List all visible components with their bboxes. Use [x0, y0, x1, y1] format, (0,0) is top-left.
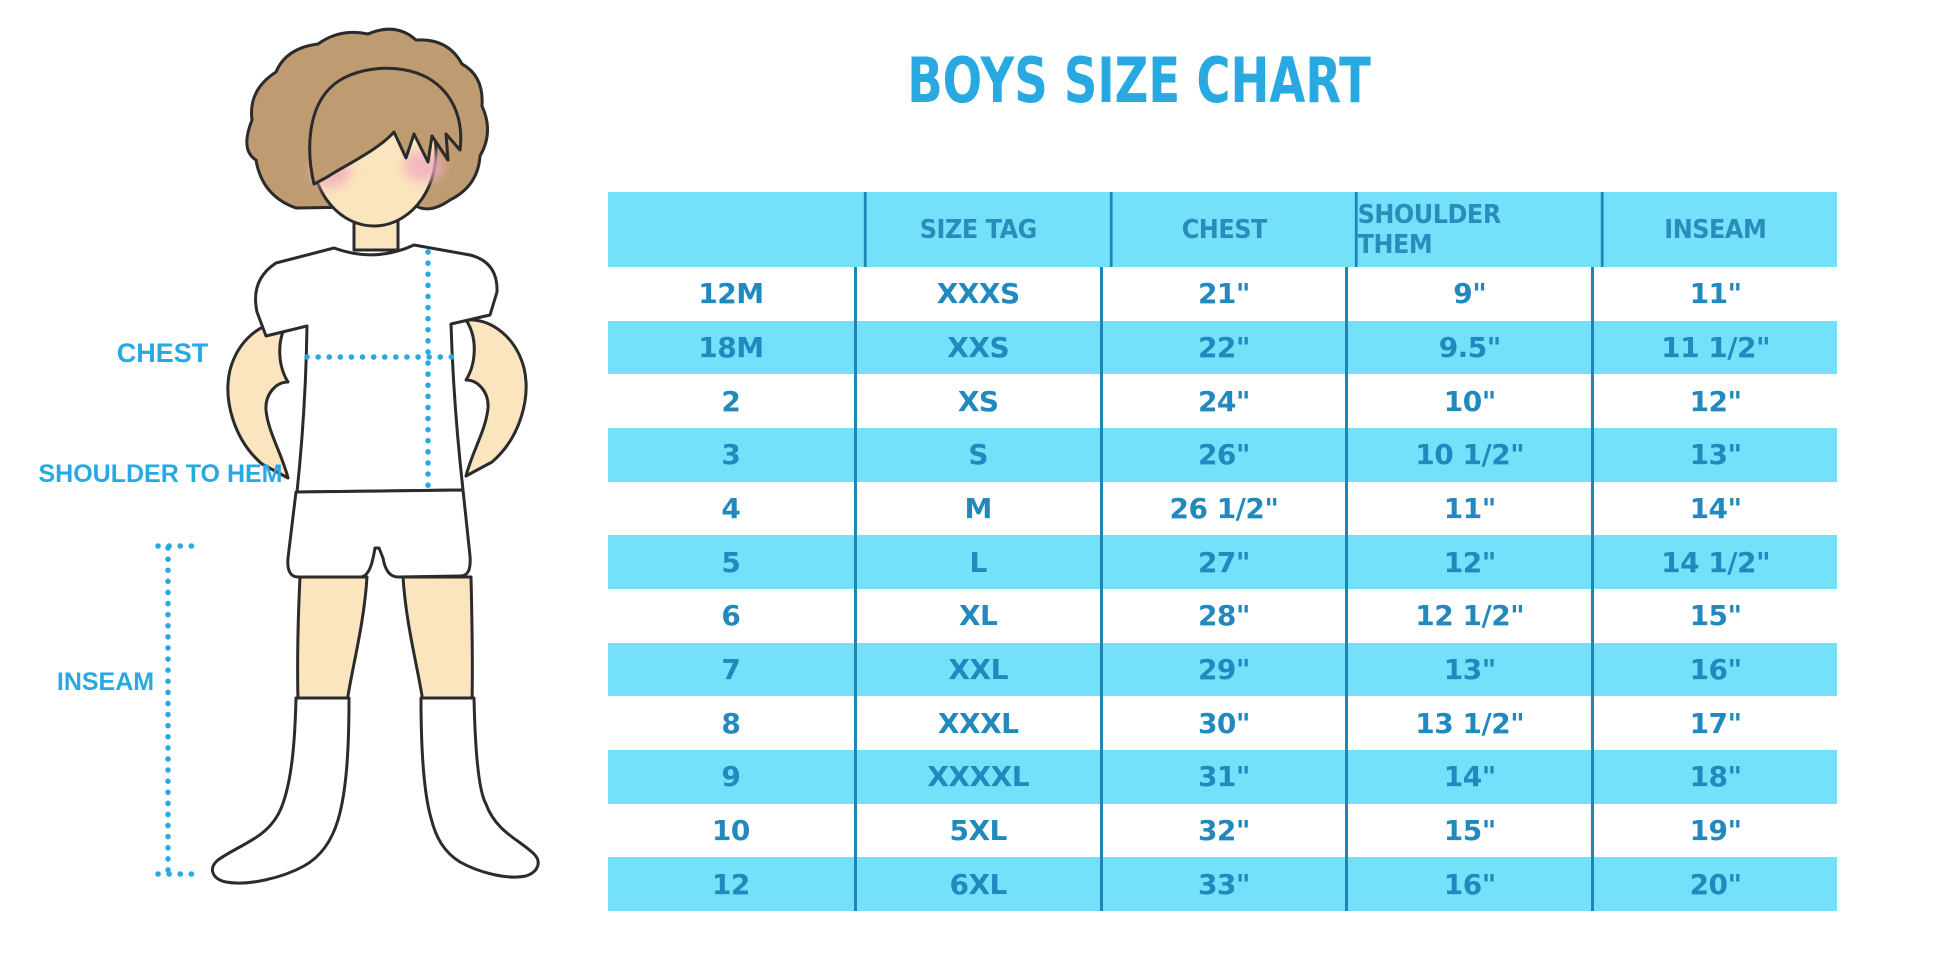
- table-cell: 26": [1099, 427, 1346, 482]
- table-cell: M: [853, 481, 1100, 536]
- table-cell: 10 1/2": [1345, 427, 1591, 482]
- table-cell: 3: [721, 438, 741, 472]
- table-row: 3 S 26" 10 1/2" 13": [608, 427, 1837, 482]
- table-cell: 29": [1099, 642, 1346, 697]
- t-shirt: [254, 243, 499, 494]
- page-title: BOYS SIZE CHART: [907, 44, 1371, 117]
- table-cell: 9": [1345, 267, 1591, 321]
- table-cell: XL: [853, 588, 1100, 643]
- inseam-label: INSEAM: [56, 668, 155, 696]
- blush-right: [403, 150, 445, 182]
- table-cell: S: [853, 427, 1100, 482]
- left-arm: [226, 320, 290, 480]
- table-header-row: SIZE TAG CHEST SHOULDER THEM INSEAM: [608, 192, 1837, 267]
- table-cell: 30": [1099, 696, 1346, 750]
- table-cell: XXL: [853, 642, 1100, 697]
- table-cell: 4: [721, 491, 741, 525]
- table-cell: XXXXL: [853, 749, 1100, 804]
- chest-label: CHEST: [116, 338, 209, 368]
- table-cell: 13 1/2": [1345, 696, 1591, 750]
- table-cell: 13": [1345, 642, 1591, 697]
- table-cell: XS: [853, 374, 1100, 428]
- table-row: 12M XXXS 21" 9" 11": [608, 267, 1837, 321]
- table-cell: 10": [1345, 374, 1591, 428]
- table-cell: 7: [721, 652, 741, 686]
- table-row: 6 XL 28" 12 1/2" 15": [608, 588, 1837, 643]
- table-cell: 5: [721, 545, 741, 579]
- header-cell: SHOULDER THEM: [1355, 192, 1581, 267]
- table-cell: 15": [1591, 588, 1837, 643]
- table-cell: 12": [1591, 374, 1837, 428]
- table-row: 2 XS 24" 10" 12": [608, 374, 1837, 428]
- right-arm: [464, 318, 528, 478]
- table-cell: 15": [1345, 803, 1591, 858]
- table-cell: 17": [1591, 696, 1837, 750]
- table-cell: 16": [1591, 642, 1837, 697]
- shoulder-to-hem-label: SHOULDER TO HEM: [38, 460, 283, 488]
- table-cell: 12M: [698, 277, 764, 311]
- table-cell: 14 1/2": [1591, 535, 1837, 589]
- boy-illustration: [155, 27, 540, 885]
- table-cell: 33": [1099, 857, 1346, 911]
- table-cell: 18": [1591, 749, 1837, 804]
- inseam-measure-line: [155, 543, 195, 877]
- table-cell: 28": [1099, 588, 1346, 643]
- table-cell: 20": [1591, 857, 1837, 911]
- table-cell: 18M: [698, 330, 764, 364]
- table-body: 12M XXXS 21" 9" 11" 18M XXS 22" 9.5" 11 1/2" 2 XS 24…: [608, 267, 1837, 911]
- table-row: 7 XXL 29" 13" 16": [608, 642, 1837, 697]
- table-cell: 2: [721, 384, 741, 418]
- table-cell: 9.5": [1345, 320, 1591, 375]
- header-cell: [618, 192, 844, 267]
- right-leg: [401, 575, 474, 704]
- size-table: SIZE TAG CHEST SHOULDER THEM INSEAM 12M XXXS…: [608, 192, 1837, 911]
- table-cell: 12 1/2": [1345, 588, 1591, 643]
- header-cell: CHEST: [1109, 192, 1335, 267]
- table-cell: 21": [1099, 267, 1346, 321]
- table-row: 8 XXXL 30" 13 1/2" 17": [608, 696, 1837, 750]
- table-cell: XXS: [853, 320, 1100, 375]
- table-cell: 10: [711, 813, 750, 847]
- table-cell: 24": [1099, 374, 1346, 428]
- table-cell: 12: [711, 867, 750, 901]
- table-cell: 14": [1591, 481, 1837, 536]
- table-cell: 12": [1345, 535, 1591, 589]
- table-cell: 31": [1099, 749, 1346, 804]
- header-cell: INSEAM: [1601, 192, 1827, 267]
- table-cell: XXXL: [853, 696, 1100, 750]
- table-cell: 5XL: [853, 803, 1100, 858]
- shorts: [286, 488, 472, 579]
- table-row: 18M XXS 22" 9.5" 11 1/2": [608, 320, 1837, 375]
- left-leg: [296, 575, 369, 704]
- table-cell: 11": [1345, 481, 1591, 536]
- table-row: 9 XXXXL 31" 14" 18": [608, 749, 1837, 804]
- table-row: 4 M 26 1/2" 11" 14": [608, 481, 1837, 536]
- table-row: 12 6XL 33" 16" 20": [608, 857, 1837, 911]
- table-cell: 22": [1099, 320, 1346, 375]
- table-cell: 11": [1591, 267, 1837, 321]
- table-cell: 32": [1099, 803, 1346, 858]
- table-cell: 27": [1099, 535, 1346, 589]
- left-sock: [210, 696, 351, 885]
- table-cell: 14": [1345, 749, 1591, 804]
- right-sock: [419, 696, 540, 879]
- table-cell: XXXS: [853, 267, 1100, 321]
- table-cell: 6XL: [853, 857, 1100, 911]
- table-cell: 9: [721, 760, 741, 794]
- table-cell: 8: [721, 706, 741, 740]
- table-row: 5 L 27" 12" 14 1/2": [608, 535, 1837, 589]
- table-cell: 19": [1591, 803, 1837, 858]
- hair-fringe: [308, 66, 463, 186]
- table-cell: 16": [1345, 857, 1591, 911]
- header-cell: SIZE TAG: [863, 192, 1090, 267]
- table-cell: 11 1/2": [1591, 320, 1837, 375]
- table-row: 10 5XL 32" 15" 19": [608, 803, 1837, 858]
- table-cell: 26 1/2": [1099, 481, 1346, 536]
- table-cell: 13": [1591, 427, 1837, 482]
- table-cell: L: [853, 535, 1100, 589]
- table-cell: 6: [721, 599, 741, 633]
